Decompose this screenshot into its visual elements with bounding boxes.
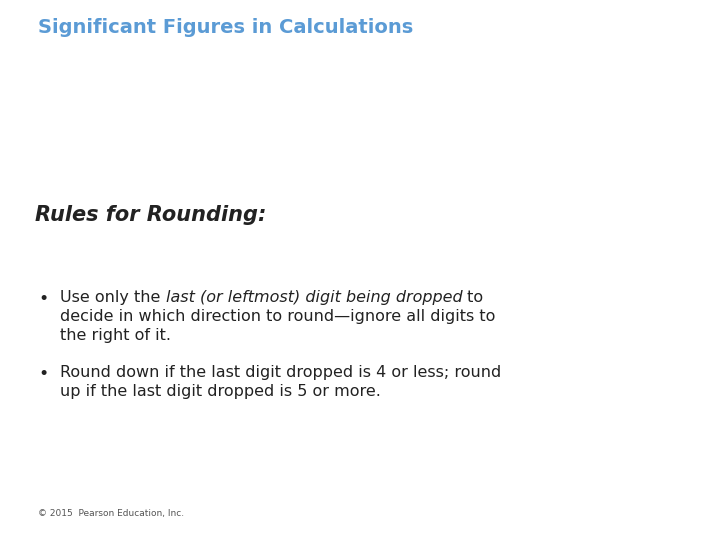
Text: decide in which direction to round—ignore all digits to: decide in which direction to round—ignor… <box>60 309 495 324</box>
Text: Round down if the last digit dropped is 4 or less; round: Round down if the last digit dropped is … <box>60 365 501 380</box>
Text: Rules for Rounding:: Rules for Rounding: <box>35 205 266 225</box>
Text: •: • <box>38 365 48 383</box>
Text: Use only the: Use only the <box>60 290 166 305</box>
Text: to: to <box>462 290 483 305</box>
Text: last (or leftmost) digit being dropped: last (or leftmost) digit being dropped <box>166 290 462 305</box>
Text: Significant Figures in Calculations: Significant Figures in Calculations <box>38 18 413 37</box>
Text: •: • <box>38 290 48 308</box>
Text: the right of it.: the right of it. <box>60 328 171 343</box>
Text: © 2015  Pearson Education, Inc.: © 2015 Pearson Education, Inc. <box>38 509 184 518</box>
Text: up if the last digit dropped is 5 or more.: up if the last digit dropped is 5 or mor… <box>60 384 381 399</box>
